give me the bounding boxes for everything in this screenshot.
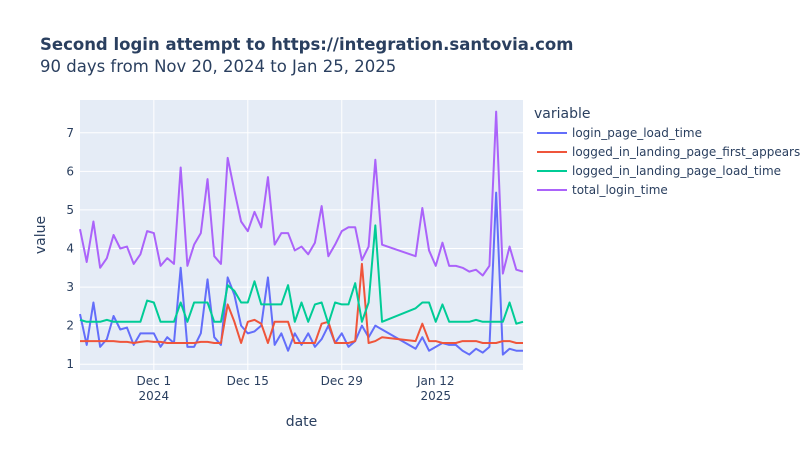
legend-title: variable <box>534 106 590 122</box>
y-tick-label: 4 <box>66 242 74 256</box>
chart-subtitle: 90 days from Nov 20, 2024 to Jan 25, 202… <box>40 57 396 76</box>
x-tick-year-label: 2024 <box>139 389 170 403</box>
series-line-logged_in_landing_page_first_appears <box>80 262 523 344</box>
chart-title: Second login attempt to https://integrat… <box>40 35 573 54</box>
y-tick-label: 5 <box>66 203 74 217</box>
series-lines <box>79 110 524 356</box>
legend-item-label: logged_in_landing_page_load_time <box>572 164 781 178</box>
y-axis-ticks: 1 2 3 4 5 6 7 <box>66 126 74 371</box>
x-tick-label: Dec 1 <box>136 374 171 388</box>
y-tick-label: 7 <box>66 126 74 140</box>
series-line-logged_in_landing_page_load_time <box>79 224 524 325</box>
legend: variable login_page_load_time logged_in_l… <box>534 106 800 197</box>
series-line-total_login_time <box>79 110 524 277</box>
x-tick-year-label: 2025 <box>420 389 451 403</box>
y-tick-label: 3 <box>66 280 74 294</box>
x-tick-label: Jan 12 <box>416 374 455 388</box>
y-gridlines <box>80 132 523 365</box>
x-axis-title: date <box>286 414 318 430</box>
legend-item-label: logged_in_landing_page_first_appears <box>572 145 800 159</box>
x-tick-label: Dec 29 <box>321 374 363 388</box>
legend-item-label: total_login_time <box>572 183 668 197</box>
legend-item-label: login_page_load_time <box>572 126 702 140</box>
y-tick-label: 1 <box>66 357 74 371</box>
series-line-login_page_load_time <box>79 191 523 356</box>
x-tick-label: Dec 15 <box>227 374 269 388</box>
y-axis-title: value <box>33 216 49 254</box>
y-tick-label: 6 <box>66 164 74 178</box>
y-tick-label: 2 <box>66 319 74 333</box>
x-gridlines <box>153 100 437 370</box>
